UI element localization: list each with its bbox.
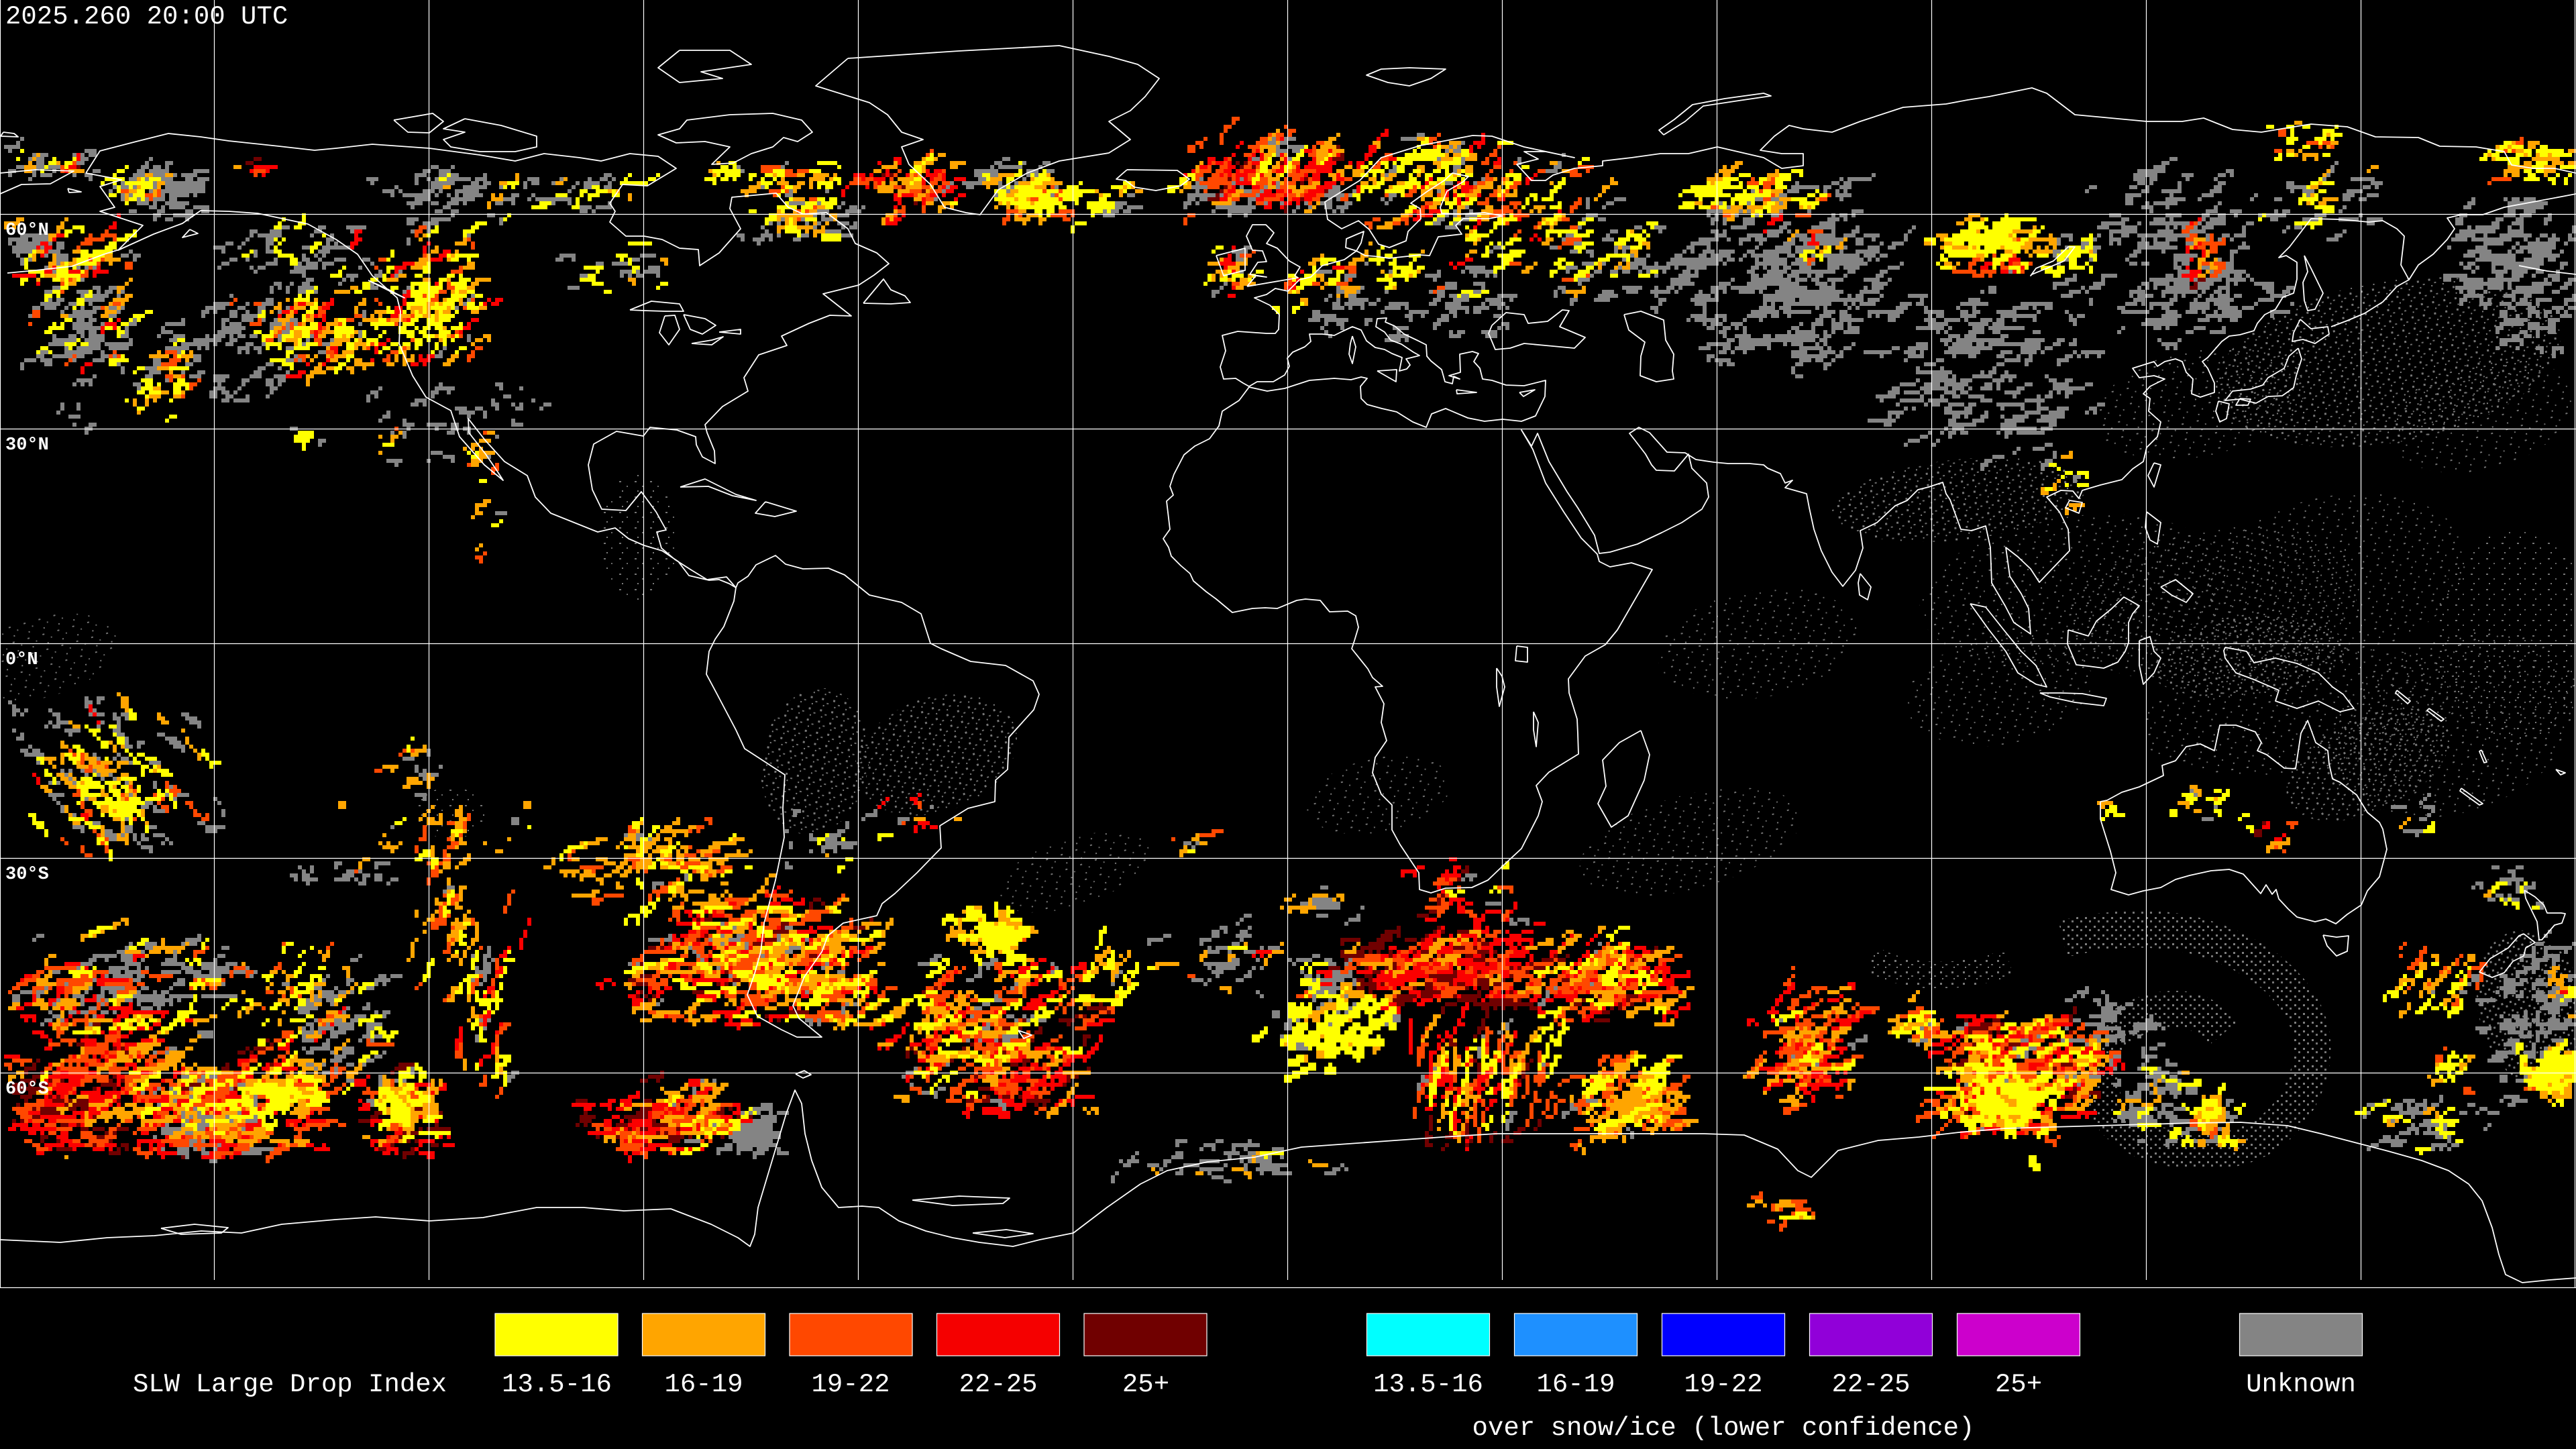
svg-text:16-19: 16-19 xyxy=(664,1370,743,1399)
svg-text:60°S: 60°S xyxy=(5,1079,49,1099)
svg-text:30°N: 30°N xyxy=(5,435,49,455)
svg-text:22-25: 22-25 xyxy=(1831,1370,1910,1399)
svg-text:SLW Large Drop Index: SLW Large Drop Index xyxy=(133,1370,447,1399)
svg-text:22-25: 22-25 xyxy=(959,1370,1037,1399)
svg-text:19-22: 19-22 xyxy=(811,1370,890,1399)
svg-text:0°N: 0°N xyxy=(5,650,38,670)
svg-text:25+: 25+ xyxy=(1122,1370,1169,1399)
svg-text:2025.260 20:00 UTC: 2025.260 20:00 UTC xyxy=(5,2,288,32)
svg-text:13.5-16: 13.5-16 xyxy=(502,1370,612,1399)
svg-text:over snow/ice (lower confidenc: over snow/ice (lower confidence) xyxy=(1472,1413,1975,1443)
svg-text:25+: 25+ xyxy=(1995,1370,2042,1399)
svg-text:60°N: 60°N xyxy=(5,221,49,241)
svg-text:16-19: 16-19 xyxy=(1536,1370,1615,1399)
svg-text:13.5-16: 13.5-16 xyxy=(1373,1370,1483,1399)
svg-text:Unknown: Unknown xyxy=(2246,1370,2356,1399)
svg-text:19-22: 19-22 xyxy=(1684,1370,1762,1399)
svg-text:30°S: 30°S xyxy=(5,865,49,885)
